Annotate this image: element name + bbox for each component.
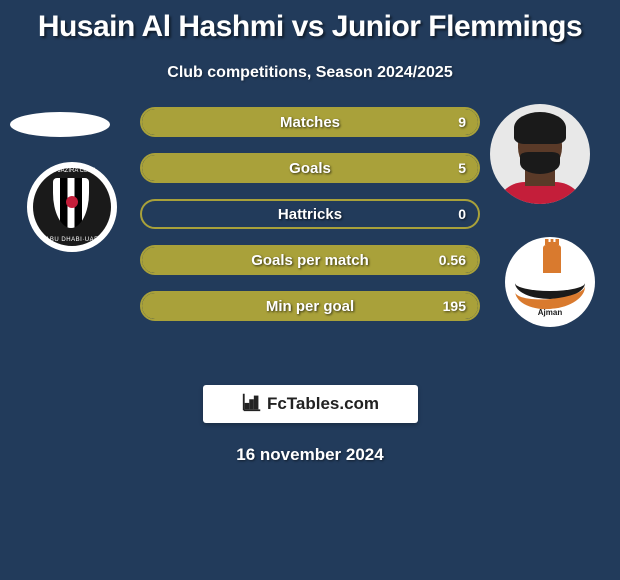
- comparison-date: 16 november 2024: [0, 445, 620, 465]
- comparison-stage: AL-JAZIRA CLUB ABU DHABI·UAE Ajman Match…: [0, 107, 620, 367]
- stat-bar: Goals 5: [140, 153, 480, 183]
- player-left-photo: [10, 112, 110, 137]
- stat-value-right: 5: [458, 160, 466, 176]
- player-right-photo: [490, 104, 590, 204]
- stat-label: Min per goal: [266, 298, 354, 315]
- player-left-club-logo: AL-JAZIRA CLUB ABU DHABI·UAE: [27, 162, 117, 252]
- stat-bar: Hattricks 0: [140, 199, 480, 229]
- stat-value-right: 195: [443, 298, 466, 314]
- comparison-subtitle: Club competitions, Season 2024/2025: [0, 64, 620, 82]
- stat-label: Goals: [289, 160, 331, 177]
- stat-value-right: 0.56: [439, 252, 466, 268]
- chart-icon: [241, 391, 263, 418]
- stat-bar: Matches 9: [140, 107, 480, 137]
- branding-text: FcTables.com: [267, 394, 379, 414]
- comparison-title: Husain Al Hashmi vs Junior Flemmings: [0, 0, 620, 44]
- stat-value-right: 9: [458, 114, 466, 130]
- branding-badge: FcTables.com: [203, 385, 418, 423]
- stat-bars: Matches 9 Goals 5 Hattricks 0 Goals per …: [140, 107, 480, 337]
- stat-label: Hattricks: [278, 206, 342, 223]
- stat-label: Goals per match: [251, 252, 369, 269]
- stat-bar: Min per goal 195: [140, 291, 480, 321]
- stat-bar: Goals per match 0.56: [140, 245, 480, 275]
- stat-label: Matches: [280, 114, 340, 131]
- stat-value-right: 0: [458, 206, 466, 222]
- player-right-club-logo: Ajman: [505, 237, 595, 327]
